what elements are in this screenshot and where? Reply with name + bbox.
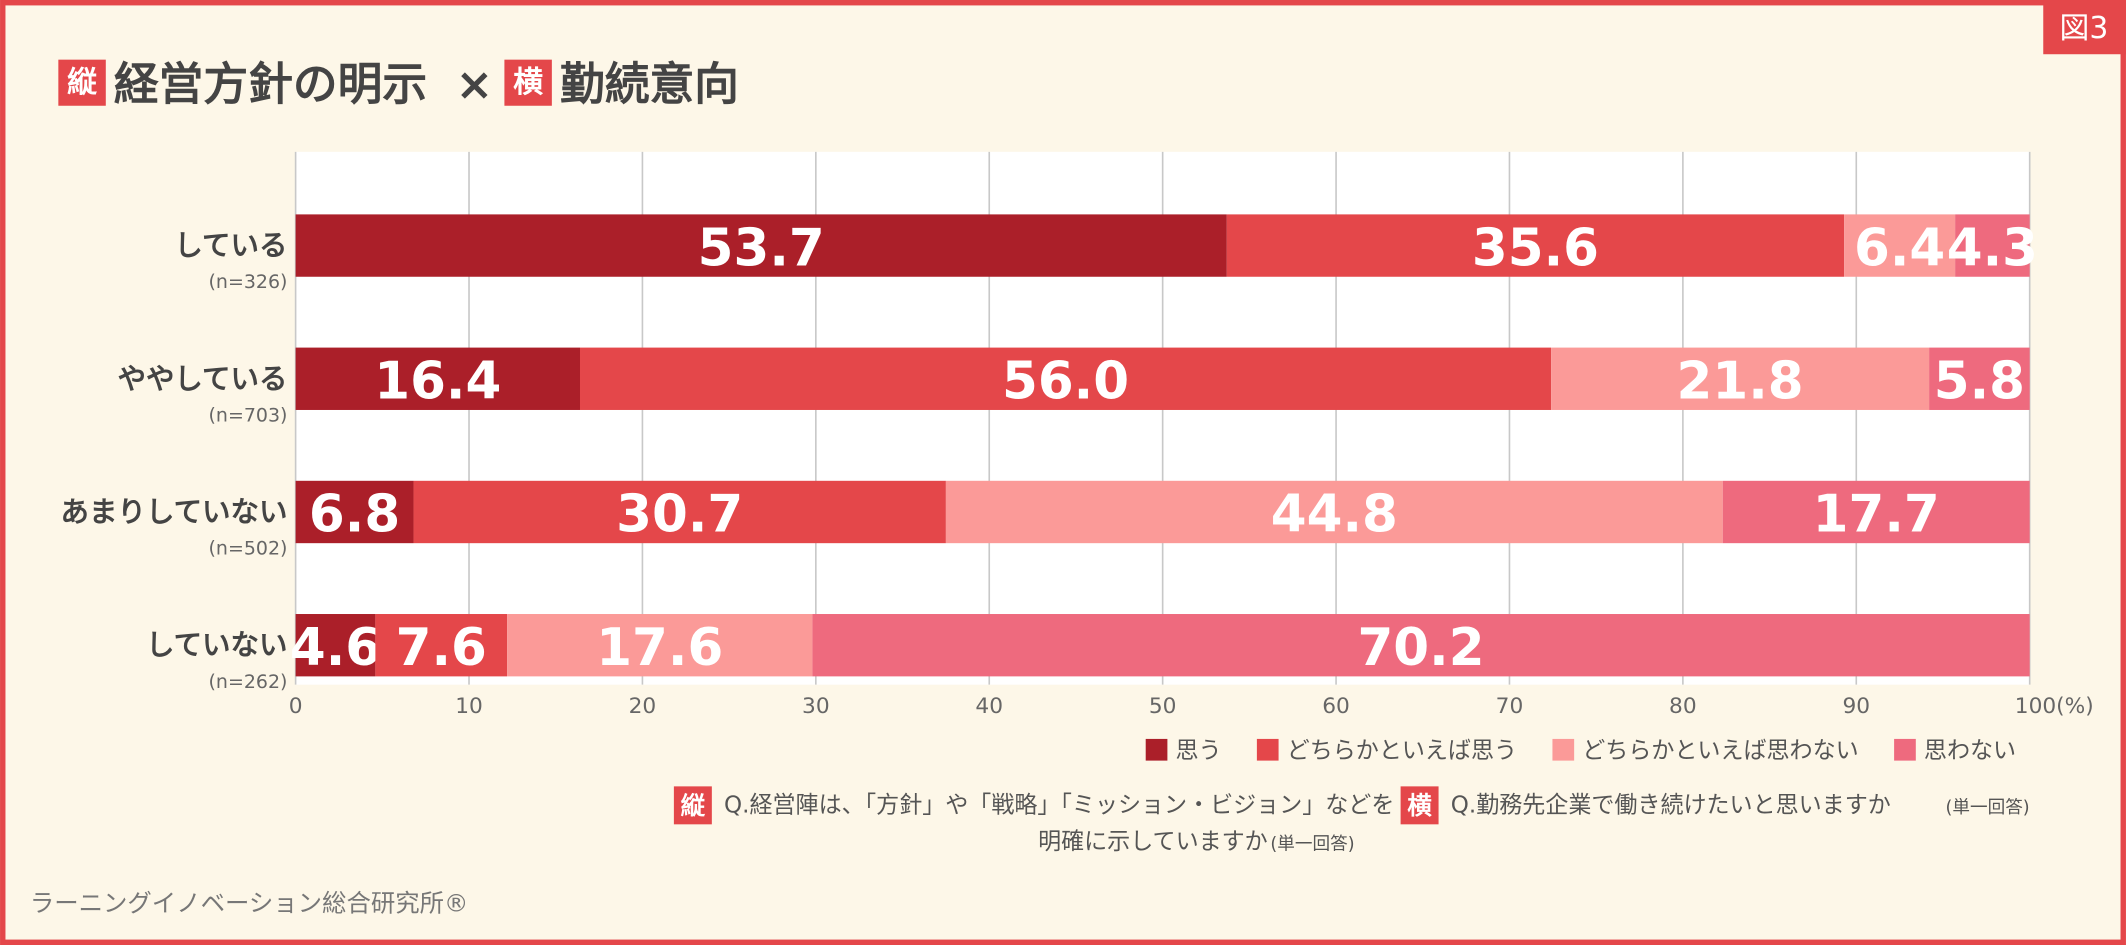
note-badge: 縦 [681, 791, 706, 820]
legend-label: 思う [1176, 738, 1222, 764]
category-label: している [174, 229, 287, 262]
legend-swatch [1894, 738, 1916, 761]
bar-segment [945, 480, 1723, 544]
x-tick-label: 70 [1496, 694, 1524, 719]
legend-swatch [1256, 738, 1279, 761]
value-label: 5.8 [1934, 351, 2025, 411]
value-label: 16.4 [374, 351, 501, 411]
value-label: 35.6 [1472, 218, 1599, 278]
value-label: 70.2 [1357, 618, 1484, 678]
value-label: 56.0 [1002, 351, 1129, 411]
bar-segment [295, 214, 1227, 277]
bar-segment [1551, 347, 1930, 410]
note-suffix: (単一回答) [1270, 835, 1354, 855]
value-label: 6.4 [1854, 218, 1945, 278]
x-tick-label: 100(%) [2015, 694, 2094, 719]
value-label: 17.7 [1813, 485, 1940, 545]
value-label: 4.6 [290, 618, 381, 678]
value-label: 44.8 [1271, 485, 1398, 545]
category-note: (n=502) [209, 538, 288, 560]
value-label: 7.6 [396, 618, 487, 678]
x-tick-label: 30 [802, 694, 830, 719]
bar-segment [295, 614, 376, 677]
bar-segment [1955, 214, 2030, 277]
bar-segment [295, 480, 414, 544]
chart-title: 経営方針の明示 [114, 58, 427, 111]
badge [58, 59, 106, 106]
value-label: 30.7 [616, 485, 743, 545]
value-label: 6.8 [309, 485, 400, 545]
legend-label: 思わない [1924, 738, 2016, 764]
value-label: 21.8 [1677, 351, 1804, 411]
category-note: (n=326) [209, 271, 288, 293]
value-label: 4.3 [1947, 218, 2038, 278]
category-label: あまりしていない [61, 495, 288, 528]
badge [673, 786, 712, 825]
bar-segment [507, 614, 813, 677]
legend-swatch [1552, 738, 1575, 761]
bar-segment [375, 614, 508, 677]
bar-segment [812, 614, 2030, 677]
badge [504, 59, 552, 106]
title-badge: 横 [513, 65, 543, 100]
bar-segment [413, 480, 946, 544]
title-separator: × [456, 58, 493, 111]
note-badge: 横 [1407, 791, 1432, 820]
bar-segment [1722, 480, 2030, 544]
legend-label: どちらかといえば思わない [1582, 738, 1858, 764]
source: ラーニングイノベーション総合研究所® [30, 888, 469, 917]
note-suffix: (単一回答) [1946, 798, 2030, 818]
figure-label-box [2043, 0, 2126, 55]
chart-title: 勤続意向 [560, 58, 739, 111]
x-tick-label: 90 [1842, 694, 1870, 719]
badge [1400, 786, 1439, 825]
x-tick-label: 40 [975, 694, 1003, 719]
category-label: ややしている [118, 362, 288, 395]
value-label: 17.6 [596, 618, 723, 678]
category-label: していない [146, 629, 287, 662]
note-text: Q.経営陣は、「方針」や「戦略」「ミッション・ビジョン」などを [724, 792, 1394, 818]
title-badge: 縦 [67, 65, 97, 100]
legend-label: どちらかといえば思う [1287, 738, 1517, 764]
legend-swatch [1145, 738, 1168, 761]
figure-label: 図3 [2060, 11, 2109, 46]
x-tick-label: 20 [629, 694, 657, 719]
value-label: 53.7 [698, 218, 825, 278]
x-tick-label: 50 [1149, 694, 1177, 719]
note-text: 明確に示していますか [1038, 829, 1268, 855]
bar-segment [1844, 214, 1956, 277]
x-tick-label: 60 [1322, 694, 1350, 719]
note-text: Q.勤務先企業で働き続けたいと思いますか [1451, 792, 1891, 818]
x-tick-label: 0 [289, 694, 303, 719]
bar-segment [1226, 214, 1845, 277]
bar-segment [295, 347, 581, 410]
category-note: (n=262) [209, 671, 288, 693]
category-note: (n=703) [209, 404, 288, 426]
bar-segment [1929, 347, 2030, 410]
x-tick-label: 10 [455, 694, 483, 719]
bar-segment [580, 347, 1552, 410]
x-tick-label: 80 [1669, 694, 1697, 719]
